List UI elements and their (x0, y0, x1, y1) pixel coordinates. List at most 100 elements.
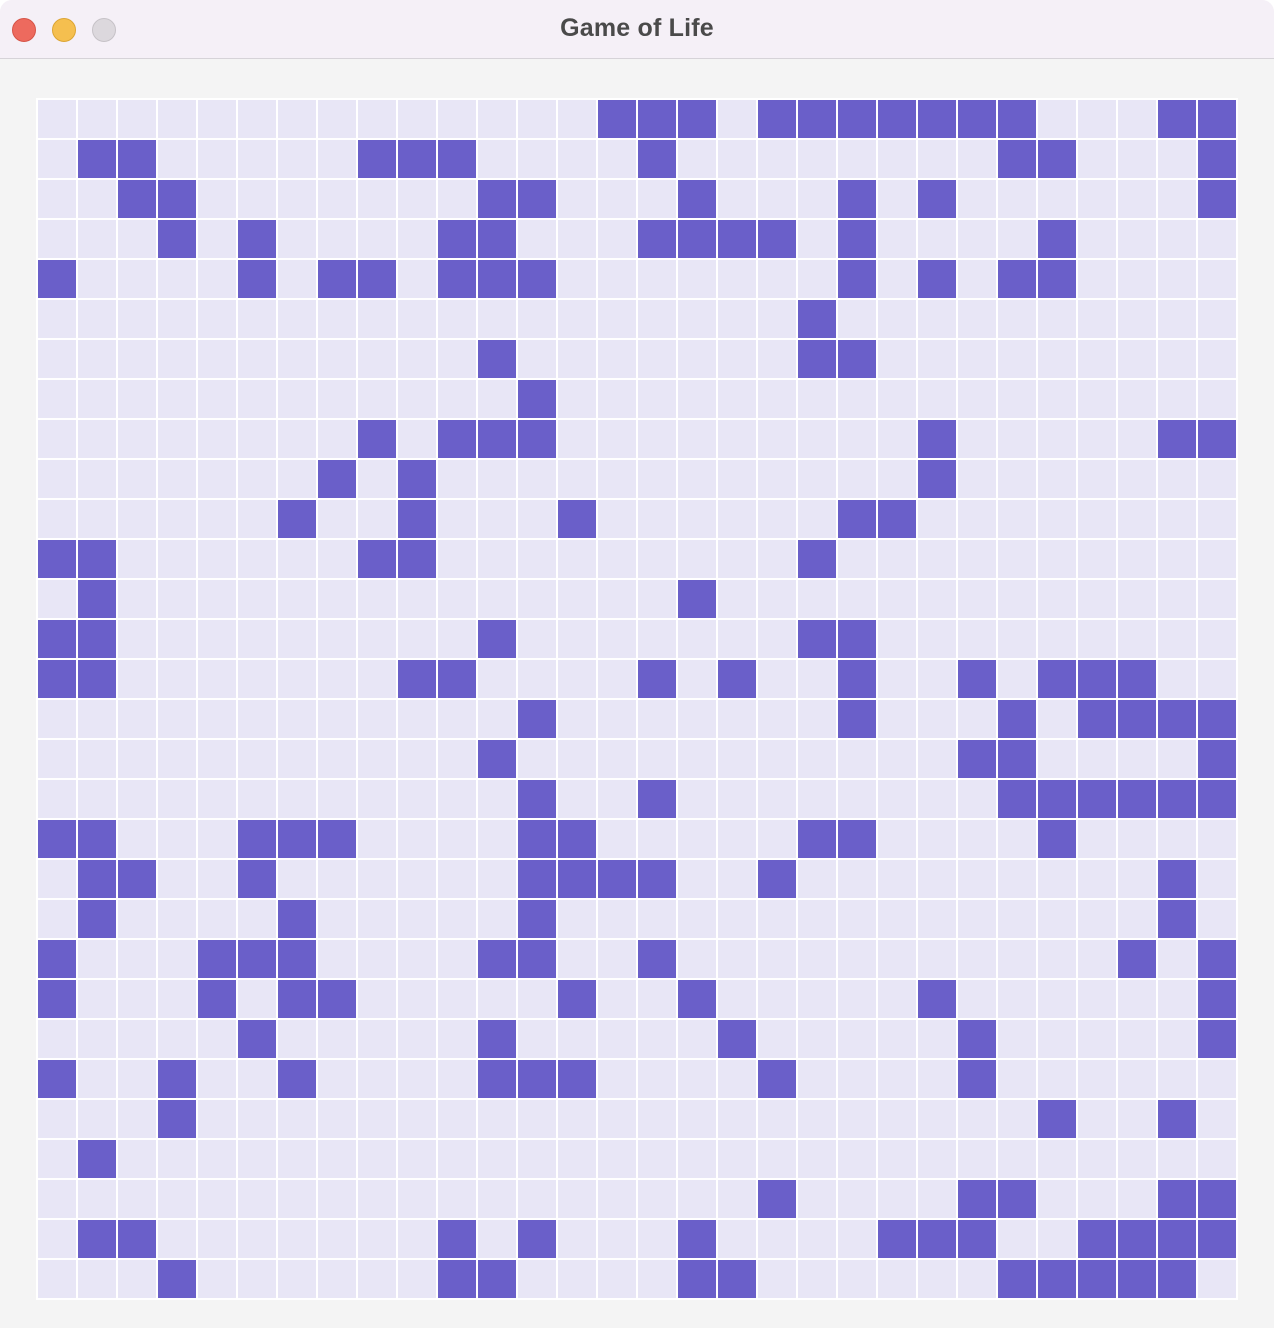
cell-dead[interactable] (118, 780, 156, 818)
cell-dead[interactable] (1198, 1140, 1236, 1178)
cell-dead[interactable] (1198, 660, 1236, 698)
cell-dead[interactable] (318, 700, 356, 738)
cell-dead[interactable] (198, 340, 236, 378)
cell-alive[interactable] (438, 220, 476, 258)
cell-dead[interactable] (1078, 540, 1116, 578)
cell-dead[interactable] (318, 580, 356, 618)
cell-dead[interactable] (558, 740, 596, 778)
cell-dead[interactable] (638, 700, 676, 738)
cell-dead[interactable] (958, 1260, 996, 1298)
cell-dead[interactable] (38, 340, 76, 378)
cell-alive[interactable] (1198, 140, 1236, 178)
cell-alive[interactable] (518, 1220, 556, 1258)
cell-dead[interactable] (278, 740, 316, 778)
cell-dead[interactable] (278, 300, 316, 338)
cell-dead[interactable] (478, 540, 516, 578)
cell-alive[interactable] (1158, 900, 1196, 938)
cell-dead[interactable] (558, 780, 596, 818)
cell-dead[interactable] (238, 1140, 276, 1178)
cell-dead[interactable] (118, 1020, 156, 1058)
cell-dead[interactable] (358, 460, 396, 498)
cell-dead[interactable] (478, 660, 516, 698)
cell-dead[interactable] (38, 300, 76, 338)
cell-alive[interactable] (878, 1220, 916, 1258)
cell-dead[interactable] (598, 740, 636, 778)
cell-alive[interactable] (118, 860, 156, 898)
cell-alive[interactable] (998, 740, 1036, 778)
cell-dead[interactable] (158, 460, 196, 498)
cell-dead[interactable] (918, 940, 956, 978)
cell-dead[interactable] (558, 1260, 596, 1298)
cell-dead[interactable] (438, 860, 476, 898)
cell-dead[interactable] (598, 540, 636, 578)
cell-dead[interactable] (358, 1260, 396, 1298)
cell-dead[interactable] (238, 300, 276, 338)
cell-dead[interactable] (278, 140, 316, 178)
cell-dead[interactable] (158, 940, 196, 978)
cell-alive[interactable] (998, 780, 1036, 818)
cell-dead[interactable] (1038, 900, 1076, 938)
cell-dead[interactable] (278, 260, 316, 298)
cell-dead[interactable] (438, 180, 476, 218)
cell-dead[interactable] (918, 340, 956, 378)
cell-dead[interactable] (998, 660, 1036, 698)
cell-dead[interactable] (558, 140, 596, 178)
cell-dead[interactable] (1158, 1060, 1196, 1098)
cell-dead[interactable] (398, 300, 436, 338)
cell-dead[interactable] (718, 380, 756, 418)
cell-dead[interactable] (318, 1020, 356, 1058)
cell-dead[interactable] (78, 1020, 116, 1058)
cell-dead[interactable] (358, 1100, 396, 1138)
cell-dead[interactable] (558, 540, 596, 578)
cell-dead[interactable] (518, 1260, 556, 1298)
cell-dead[interactable] (838, 740, 876, 778)
cell-dead[interactable] (1078, 1100, 1116, 1138)
cell-dead[interactable] (478, 580, 516, 618)
cell-alive[interactable] (758, 1060, 796, 1098)
cell-dead[interactable] (118, 420, 156, 458)
cell-dead[interactable] (278, 1260, 316, 1298)
cell-alive[interactable] (758, 220, 796, 258)
cell-alive[interactable] (838, 620, 876, 658)
cell-dead[interactable] (838, 380, 876, 418)
cell-dead[interactable] (838, 1180, 876, 1218)
cell-dead[interactable] (478, 300, 516, 338)
cell-dead[interactable] (958, 180, 996, 218)
cell-alive[interactable] (958, 1220, 996, 1258)
cell-dead[interactable] (358, 1020, 396, 1058)
cell-dead[interactable] (678, 620, 716, 658)
cell-dead[interactable] (878, 860, 916, 898)
cell-dead[interactable] (78, 1260, 116, 1298)
cell-dead[interactable] (998, 220, 1036, 258)
cell-dead[interactable] (398, 420, 436, 458)
cell-dead[interactable] (158, 420, 196, 458)
cell-dead[interactable] (318, 540, 356, 578)
cell-alive[interactable] (438, 260, 476, 298)
cell-dead[interactable] (398, 1180, 436, 1218)
cell-dead[interactable] (878, 580, 916, 618)
cell-dead[interactable] (318, 1100, 356, 1138)
cell-dead[interactable] (1158, 220, 1196, 258)
cell-dead[interactable] (118, 100, 156, 138)
cell-dead[interactable] (158, 700, 196, 738)
cell-dead[interactable] (718, 940, 756, 978)
cell-dead[interactable] (598, 380, 636, 418)
cell-dead[interactable] (598, 1020, 636, 1058)
cell-dead[interactable] (878, 940, 916, 978)
cell-dead[interactable] (998, 380, 1036, 418)
cell-dead[interactable] (438, 100, 476, 138)
cell-dead[interactable] (278, 460, 316, 498)
cell-dead[interactable] (478, 1220, 516, 1258)
cell-dead[interactable] (838, 140, 876, 178)
cell-dead[interactable] (398, 980, 436, 1018)
cell-dead[interactable] (318, 380, 356, 418)
cell-dead[interactable] (398, 740, 436, 778)
cell-dead[interactable] (918, 660, 956, 698)
cell-dead[interactable] (158, 300, 196, 338)
cell-alive[interactable] (1038, 660, 1076, 698)
cell-dead[interactable] (438, 780, 476, 818)
cell-dead[interactable] (878, 300, 916, 338)
cell-dead[interactable] (998, 300, 1036, 338)
cell-dead[interactable] (358, 100, 396, 138)
cell-dead[interactable] (38, 1220, 76, 1258)
